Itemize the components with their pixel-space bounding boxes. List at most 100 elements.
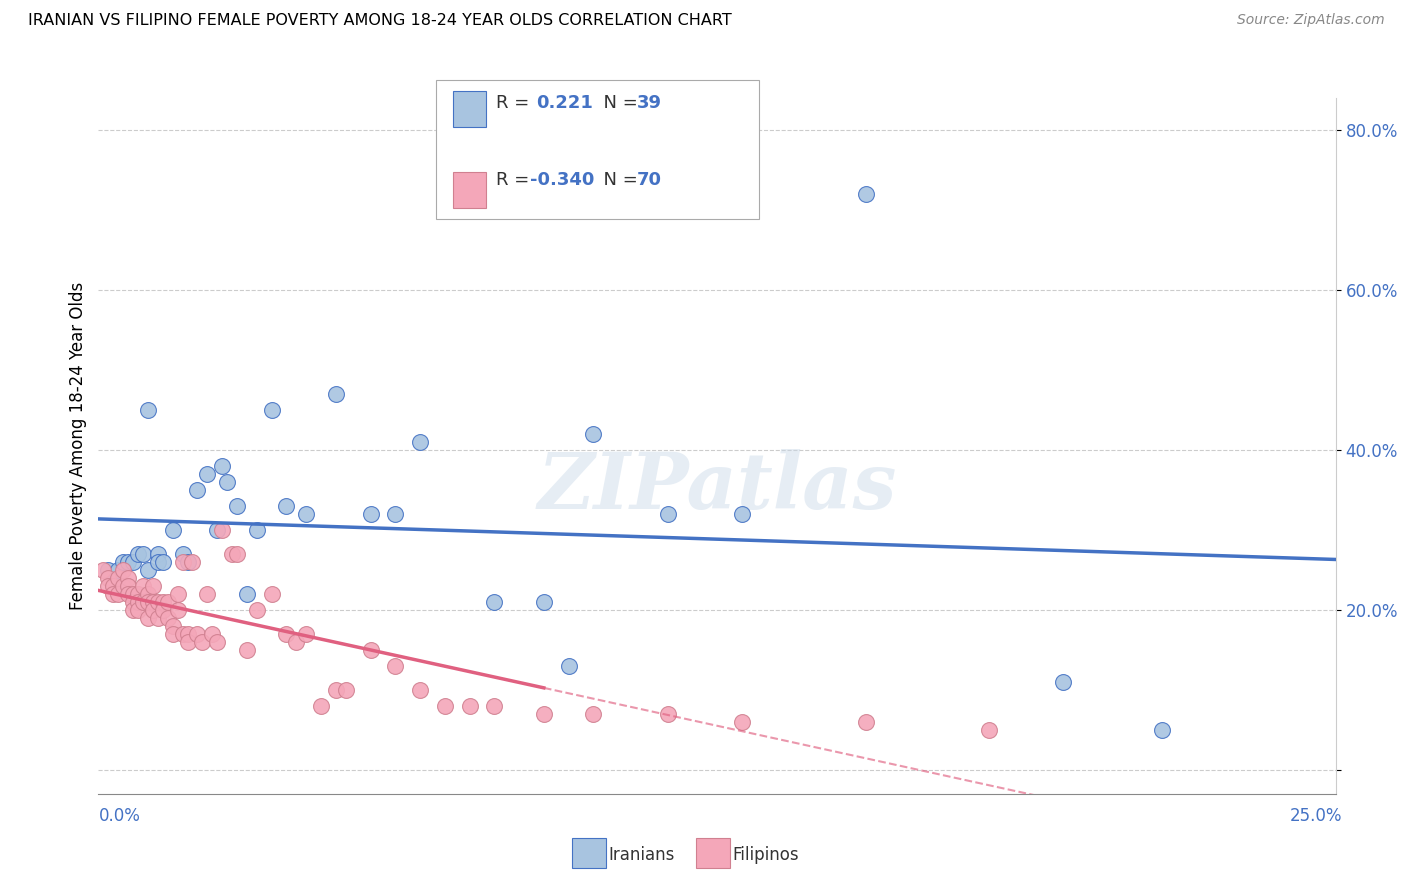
Point (384, 659, 406, 673)
Point (458, 698, 481, 713)
Point (484, 698, 506, 713)
Point (384, 507, 406, 521)
Point (855, 187, 877, 202)
Point (132, 595, 155, 609)
Point (325, 387, 347, 401)
Point (117, 571, 139, 585)
Point (1052, 674, 1074, 689)
Point (731, 507, 754, 521)
Point (136, 563, 159, 577)
Point (107, 587, 129, 601)
Point (112, 579, 135, 593)
Point (152, 603, 174, 617)
Point (117, 555, 139, 569)
Point (132, 547, 155, 561)
Point (176, 555, 198, 569)
Text: 0.0%: 0.0% (98, 807, 141, 825)
Point (122, 587, 145, 601)
Point (211, 458, 233, 473)
Y-axis label: Female Poverty Among 18-24 Year Olds: Female Poverty Among 18-24 Year Olds (69, 282, 87, 610)
Point (176, 627, 198, 641)
Point (162, 523, 184, 537)
Point (127, 587, 149, 601)
Point (146, 555, 169, 569)
Point (172, 555, 194, 569)
Text: R =: R = (496, 94, 541, 112)
Point (731, 714, 754, 729)
Point (260, 403, 283, 417)
Text: Source: ZipAtlas.com: Source: ZipAtlas.com (1237, 13, 1385, 28)
Text: Filipinos: Filipinos (733, 846, 799, 863)
Point (236, 643, 259, 657)
Point (146, 547, 169, 561)
Point (309, 698, 332, 713)
Point (112, 555, 135, 569)
Point (205, 635, 228, 649)
Point (162, 627, 184, 641)
Point (97, 563, 120, 577)
Point (409, 682, 432, 697)
Point (409, 435, 432, 450)
Text: Iranians: Iranians (609, 846, 675, 863)
Point (855, 714, 877, 729)
Point (181, 555, 204, 569)
Point (360, 643, 382, 657)
Point (557, 659, 579, 673)
Point (285, 635, 308, 649)
Point (176, 635, 198, 649)
Point (127, 547, 149, 561)
Point (117, 579, 139, 593)
Point (1152, 723, 1174, 737)
Point (162, 619, 184, 633)
Point (136, 587, 159, 601)
Text: 39: 39 (637, 94, 662, 112)
Point (97, 571, 120, 585)
Point (136, 595, 159, 609)
Text: 0.221: 0.221 (536, 94, 592, 112)
Point (226, 499, 249, 513)
Text: ZIPatlas: ZIPatlas (537, 450, 897, 526)
Point (236, 587, 259, 601)
Point (127, 603, 149, 617)
Point (582, 706, 605, 721)
Point (582, 427, 605, 442)
Point (136, 403, 159, 417)
Point (146, 611, 169, 625)
Point (191, 635, 214, 649)
Point (246, 603, 269, 617)
Point (166, 603, 188, 617)
Point (93, 563, 115, 577)
Point (112, 563, 135, 577)
Point (260, 587, 283, 601)
Point (325, 682, 347, 697)
Point (484, 595, 506, 609)
Point (195, 467, 218, 481)
Text: R =: R = (496, 171, 536, 189)
Point (657, 507, 679, 521)
Text: N =: N = (592, 171, 644, 189)
Point (226, 547, 249, 561)
Point (433, 698, 456, 713)
Text: 70: 70 (637, 171, 662, 189)
Point (246, 523, 269, 537)
Point (142, 603, 165, 617)
Point (103, 587, 125, 601)
Point (103, 579, 125, 593)
Point (276, 627, 298, 641)
Point (217, 475, 239, 489)
Point (127, 595, 149, 609)
Point (117, 587, 139, 601)
Point (122, 603, 145, 617)
Text: -0.340: -0.340 (530, 171, 595, 189)
Point (136, 611, 159, 625)
Point (979, 723, 1001, 737)
Point (295, 627, 318, 641)
Point (156, 595, 179, 609)
Point (132, 579, 155, 593)
Point (221, 547, 243, 561)
Point (166, 587, 188, 601)
Point (186, 627, 208, 641)
Point (205, 523, 228, 537)
Point (107, 571, 129, 585)
Point (156, 611, 179, 625)
